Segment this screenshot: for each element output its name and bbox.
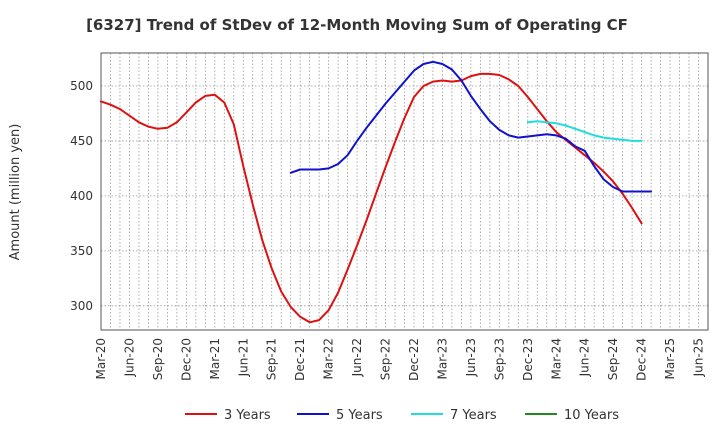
x-tick-label: Sep-23 bbox=[492, 338, 506, 380]
legend-label-7-years: 7 Years bbox=[450, 408, 497, 423]
x-tick-label: Sep-21 bbox=[265, 338, 279, 380]
x-tick-label: Mar-25 bbox=[663, 338, 677, 379]
legend-label-5-years: 5 Years bbox=[336, 408, 383, 423]
x-tick-label: Mar-24 bbox=[549, 338, 563, 379]
x-tick-label: Jun-22 bbox=[350, 338, 364, 377]
y-axis-label: Amount (million yen) bbox=[8, 124, 23, 261]
x-tick-label: Dec-24 bbox=[635, 338, 649, 381]
legend-label-10-years: 10 Years bbox=[564, 408, 619, 423]
x-tick-label: Mar-20 bbox=[94, 338, 108, 379]
legend-label-3-years: 3 Years bbox=[224, 408, 271, 423]
x-tick-label: Jun-24 bbox=[578, 338, 592, 377]
plot-frame bbox=[100, 52, 709, 331]
y-tick-label: 450 bbox=[70, 134, 93, 148]
x-tick-label: Jun-23 bbox=[464, 338, 478, 377]
x-tick-label: Mar-22 bbox=[322, 338, 336, 379]
x-tick-label: Dec-21 bbox=[293, 338, 307, 381]
x-tick-label: Mar-23 bbox=[435, 338, 449, 379]
x-tick-label: Dec-23 bbox=[521, 338, 535, 381]
x-tick-label: Dec-22 bbox=[407, 338, 421, 381]
y-tick-label: 350 bbox=[70, 244, 93, 258]
chart-title: [6327] Trend of StDev of 12-Month Moving… bbox=[86, 16, 628, 34]
y-tick-label: 400 bbox=[70, 189, 93, 203]
x-tick-label: Dec-20 bbox=[179, 338, 193, 381]
series-line-3-years bbox=[100, 72, 643, 324]
x-tick-label: Sep-24 bbox=[606, 338, 620, 380]
x-tick-label: Jun-25 bbox=[692, 338, 706, 377]
x-tick-label: Sep-20 bbox=[151, 338, 165, 380]
y-tick-label: 500 bbox=[70, 79, 93, 93]
x-tick-label: Jun-20 bbox=[122, 338, 136, 377]
x-tick-label: Jun-21 bbox=[236, 338, 250, 377]
x-tick-label: Mar-21 bbox=[208, 338, 222, 379]
legend: 3 Years 5 Years 7 Years 10 Years bbox=[185, 408, 619, 423]
series-line-7-years bbox=[526, 120, 643, 142]
series-line-5-years bbox=[289, 60, 653, 193]
y-tick-label: 300 bbox=[70, 299, 93, 313]
plot-area: 300 350 400 450 500 Mar-20 Jun-20 Sep-20 Dec-20 M… bbox=[70, 52, 709, 381]
x-tick-label: Sep-22 bbox=[379, 338, 393, 380]
